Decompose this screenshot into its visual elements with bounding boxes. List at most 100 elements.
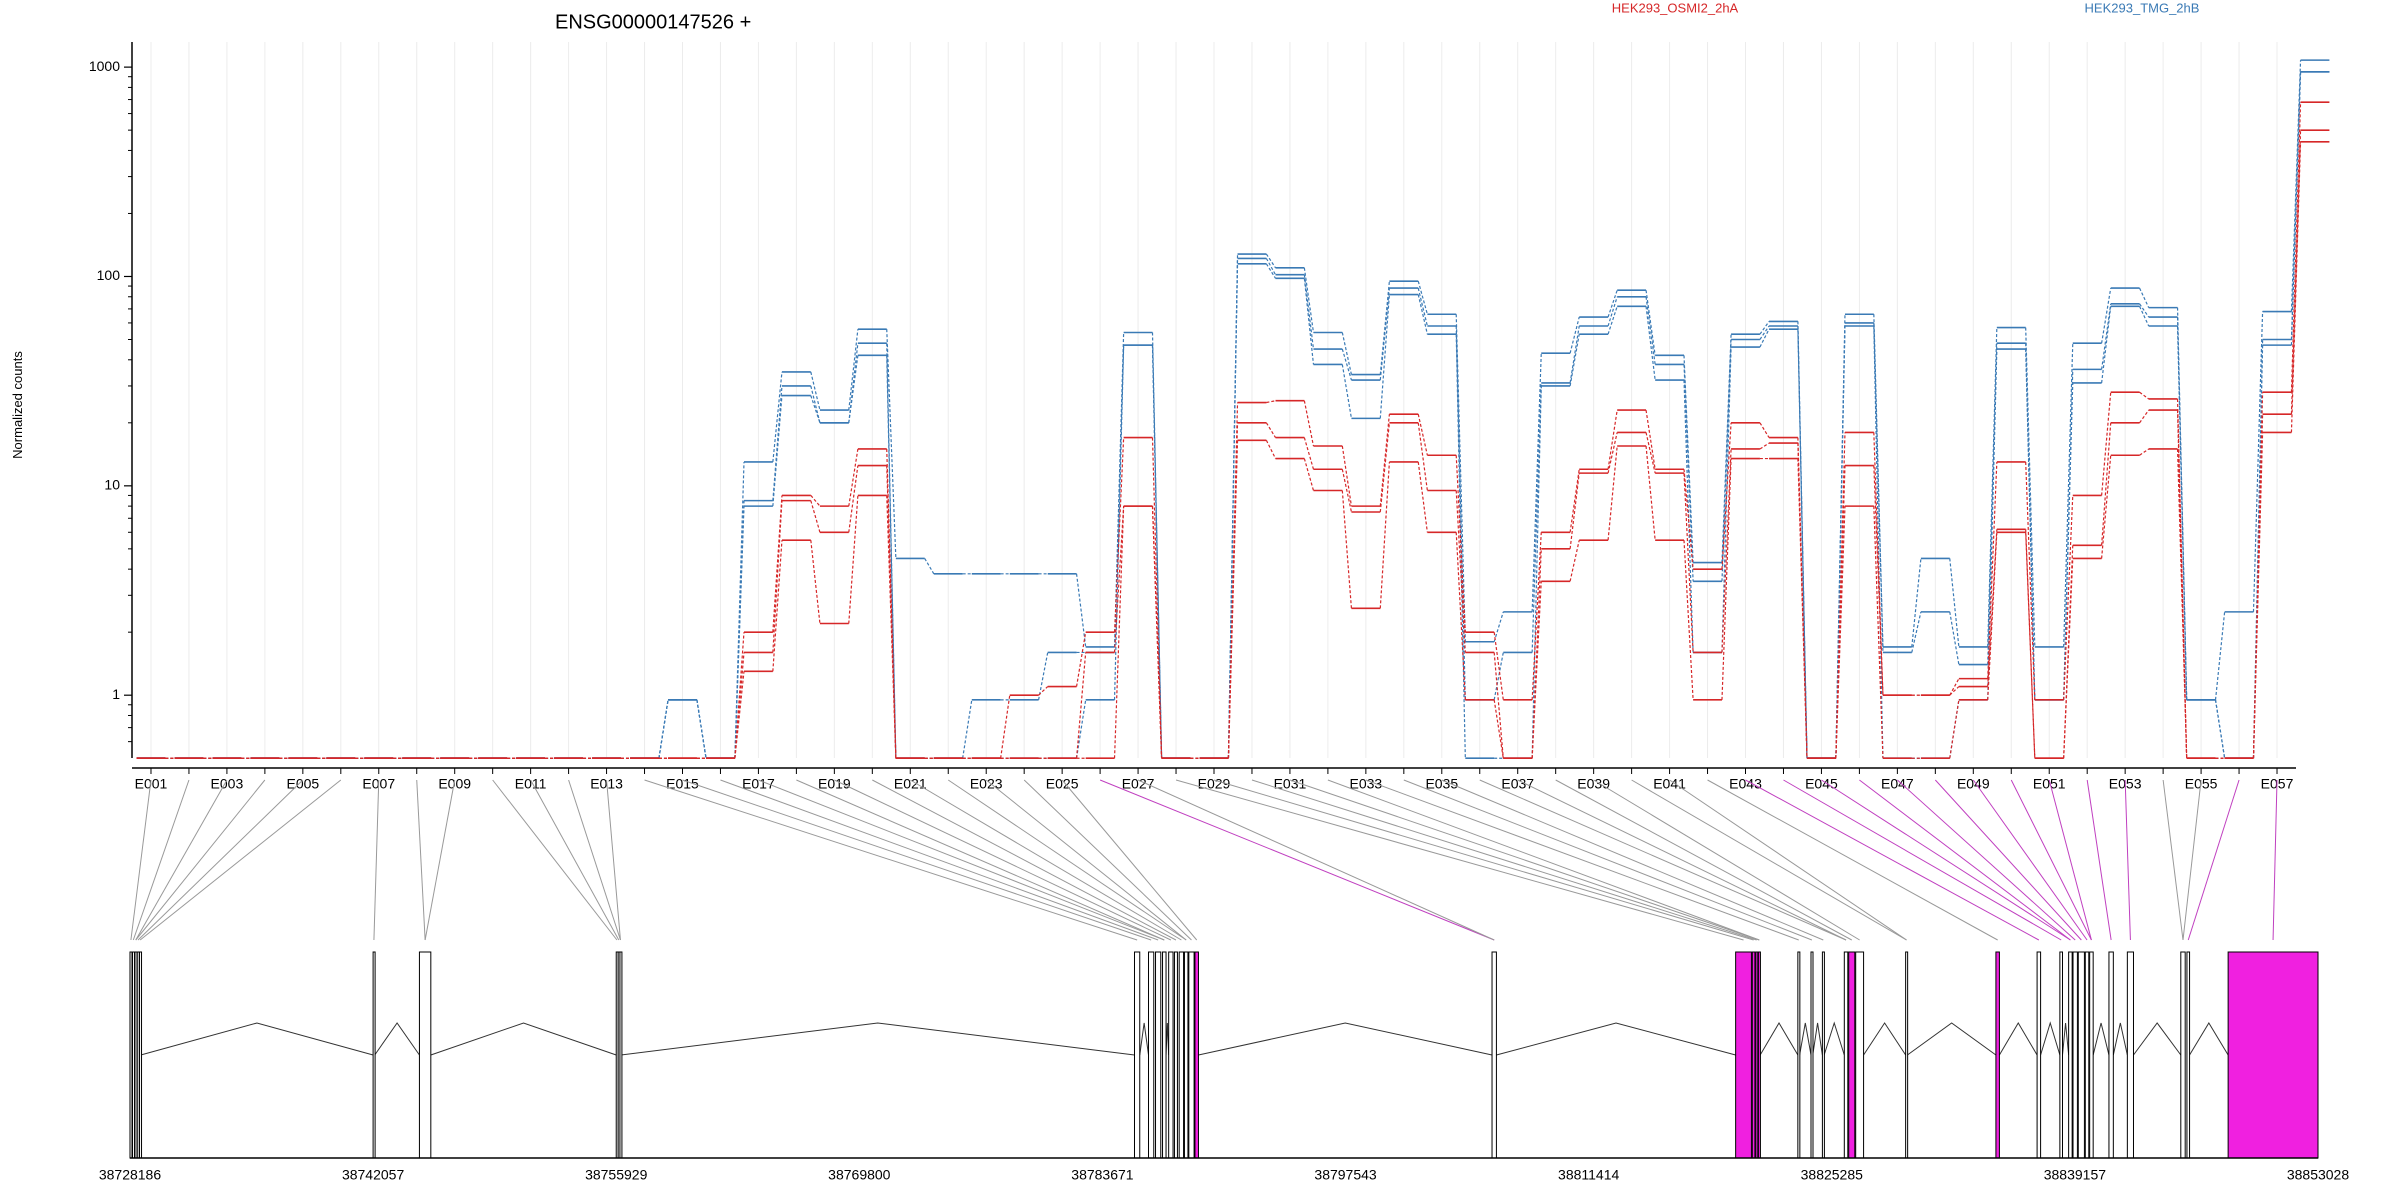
data-connector — [1455, 532, 1466, 700]
intron-line — [374, 1022, 420, 1056]
data-connector — [1759, 325, 1770, 340]
y-tick-label: 100 — [97, 267, 121, 283]
data-connector — [886, 495, 897, 759]
exon-connector — [1251, 779, 1757, 941]
data-connector — [1569, 316, 1580, 354]
x-tick-label: E029 — [1198, 776, 1231, 792]
data-connector — [1949, 611, 1960, 665]
exon — [2186, 951, 2191, 1159]
intron-line — [2112, 1022, 2128, 1056]
exon — [2072, 951, 2078, 1159]
exon-connector — [1593, 779, 1860, 941]
data-connector — [2139, 409, 2150, 424]
genomic-tick-label: 38755929 — [585, 1167, 648, 1183]
legend-entry-osmi2: HEK293_OSMI2_2hA — [1612, 0, 1739, 15]
data-connector — [1341, 332, 1353, 375]
intron-line — [140, 1022, 374, 1056]
data-connector — [1341, 364, 1353, 419]
data-connector — [1379, 294, 1390, 419]
x-tick-label: E001 — [135, 776, 168, 792]
x-tick-label: E023 — [970, 776, 1003, 792]
exon-connector — [947, 779, 1187, 941]
data-connector — [2176, 448, 2188, 759]
series-red-5 — [136, 140, 2330, 760]
exon — [2089, 951, 2094, 1159]
exon-highlighted — [1755, 951, 1759, 1159]
data-connector — [1303, 400, 1315, 447]
exon — [1155, 951, 1162, 1159]
data-connector — [1038, 686, 1049, 696]
intron-line — [1139, 1022, 1150, 1056]
exon-connector — [1137, 779, 1495, 941]
exon-connector — [1023, 779, 1192, 941]
data-connector — [1113, 506, 1125, 653]
exon-connector — [2086, 779, 2112, 941]
data-connector — [1113, 345, 1125, 700]
exon — [1133, 951, 1141, 1159]
intron-line — [2092, 1022, 2110, 1056]
data-connector — [2139, 287, 2150, 308]
x-tick-label: E025 — [1046, 776, 1079, 792]
data-connector — [2139, 303, 2150, 318]
data-connector — [1417, 461, 1428, 533]
exon-highlighted — [1735, 951, 1752, 1159]
data-connector — [1987, 349, 1998, 700]
data-connector — [696, 699, 707, 759]
x-tick-label: E041 — [1653, 776, 1686, 792]
data-connector — [2063, 558, 2074, 759]
data-connector — [1000, 695, 1011, 759]
data-connector — [1493, 652, 1504, 700]
x-tick-label: E011 — [515, 776, 547, 792]
data-connector — [1151, 506, 1163, 759]
data-connector — [1683, 355, 1694, 563]
data-connector — [1607, 289, 1618, 318]
data-connector — [810, 540, 821, 624]
data-connector — [810, 495, 821, 507]
data-connector — [1227, 440, 1239, 759]
exon-connector — [373, 779, 380, 941]
data-connector — [848, 495, 859, 624]
series-blue-2 — [136, 70, 2330, 760]
data-connector — [1949, 699, 1960, 759]
data-connector — [1493, 632, 1504, 700]
data-connector — [2290, 71, 2302, 346]
data-connector — [1379, 288, 1390, 381]
data-connector — [1075, 573, 1087, 648]
x-tick-label: E021 — [894, 776, 927, 792]
data-connector — [1607, 445, 1618, 541]
exon-connector — [1631, 779, 1907, 941]
exon-connector — [1669, 779, 1907, 941]
exon — [132, 951, 136, 1159]
exon-connector — [137, 779, 304, 941]
exon — [1491, 951, 1497, 1159]
series-red-3 — [136, 101, 2330, 760]
data-connector — [1607, 432, 1618, 474]
exon-connector — [130, 779, 152, 941]
data-connector — [1721, 448, 1732, 653]
data-connector — [886, 329, 897, 559]
exon-connector — [1517, 779, 1847, 941]
series-blue-0 — [136, 59, 2330, 760]
data-connector — [1987, 461, 1998, 679]
exon-connector — [2182, 779, 2202, 941]
genomic-tick-label: 38811414 — [1558, 1167, 1619, 1183]
exon-connector — [1707, 779, 1998, 941]
exon-connector — [910, 779, 1182, 941]
exon — [139, 951, 143, 1159]
series-blue-1 — [136, 70, 2330, 760]
data-connector — [1417, 280, 1428, 315]
exon — [2108, 951, 2114, 1159]
data-connector — [848, 343, 859, 423]
data-connector — [810, 395, 821, 424]
exon — [1178, 951, 1185, 1159]
exon-highlighted — [1194, 951, 1199, 1159]
data-connector — [1569, 540, 1580, 582]
intron-line — [2189, 1022, 2229, 1056]
data-connector — [2252, 432, 2264, 759]
exon-connector — [720, 779, 1159, 941]
data-connector — [1493, 652, 1504, 759]
data-connector — [1493, 611, 1504, 642]
genomic-tick-label: 38728186 — [99, 1167, 162, 1183]
genomic-tick-label: 38825285 — [1801, 1167, 1864, 1183]
